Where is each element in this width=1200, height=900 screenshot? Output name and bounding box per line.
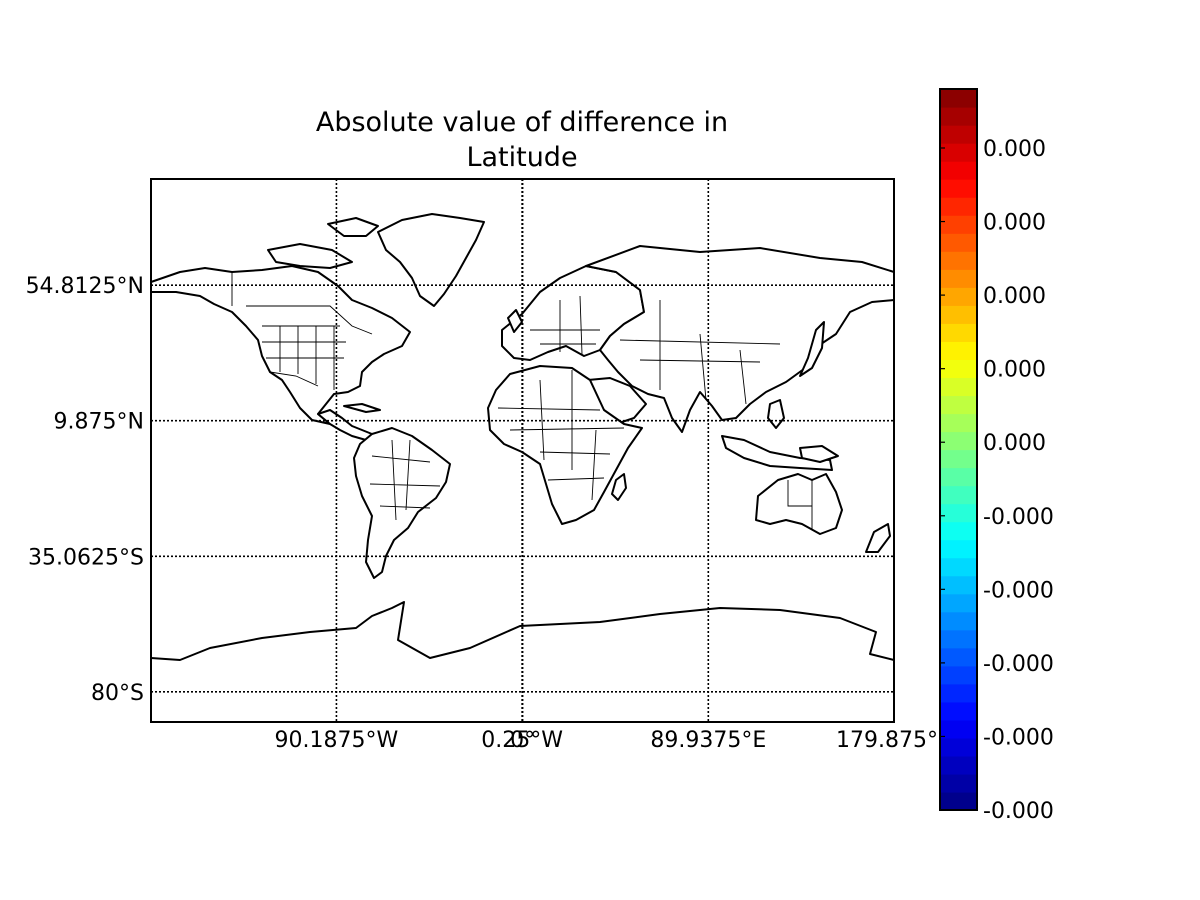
colorbar-tick-label-3: 0.000	[983, 358, 1046, 383]
colorbar-band-16	[940, 503, 977, 523]
colorbar: 0.000 0.000 0.000 0.000 0.000 -0.000 -0.000 -0.…	[939, 88, 1054, 824]
colorbar-tick-label-4: 0.000	[983, 431, 1046, 456]
colorbar-band-22	[940, 395, 977, 415]
longitude-label-0: 90.1875°W	[275, 728, 399, 753]
colorbar-band-35	[940, 161, 977, 180]
colorbar-band-19	[940, 449, 977, 469]
colorbar-band-28	[940, 287, 977, 306]
landmass-cuba	[343, 403, 381, 413]
colorbar-tick-label-5: -0.000	[983, 505, 1054, 530]
colorbar-bands	[940, 89, 977, 811]
colorbar-band-21	[940, 413, 977, 433]
colorbar-band-29	[940, 269, 977, 288]
colorbar-band-11	[940, 593, 977, 613]
map-frame	[150, 178, 895, 723]
colorbar-band-31	[940, 233, 977, 252]
colorbar-band-12	[940, 575, 977, 595]
colorbar-band-8	[940, 647, 977, 667]
colorbar-band-6	[940, 683, 977, 703]
colorbar-band-37	[940, 125, 977, 144]
landmass-north-america	[150, 265, 411, 425]
border-us-states	[262, 325, 346, 390]
colorbar-band-4	[940, 719, 977, 739]
landmass-madagascar	[611, 473, 627, 501]
colorbar-tick-label-8: -0.000	[983, 725, 1054, 750]
landmass-new-zealand	[865, 523, 891, 553]
landmass-british-isles	[507, 309, 523, 333]
colorbar-band-14	[940, 539, 977, 559]
colorbar-band-39	[940, 89, 977, 108]
colorbar-band-32	[940, 215, 977, 234]
colorbar-band-2	[940, 755, 977, 775]
landmass-greenland	[377, 213, 485, 307]
landmass-australia	[755, 473, 843, 535]
colorbar-band-3	[940, 737, 977, 757]
landmass-africa	[487, 365, 643, 525]
graticule	[151, 179, 894, 722]
landmass-arctic-islands	[267, 243, 353, 269]
colorbar-tick-label-2: 0.000	[983, 284, 1046, 309]
colorbar-band-17	[940, 485, 977, 505]
colorbar-band-13	[940, 557, 977, 577]
landmass-japan	[799, 321, 825, 377]
country-borders	[231, 272, 813, 530]
colorbar-band-10	[940, 611, 977, 631]
colorbar-band-38	[940, 107, 977, 126]
landmass-asia	[585, 245, 895, 433]
colorbar-band-23	[940, 377, 977, 397]
colorbar-band-1	[940, 773, 977, 793]
map-title-line-1: Absolute value of difference in	[316, 107, 728, 138]
landmass-new-guinea	[799, 445, 839, 463]
colorbar-band-26	[940, 323, 977, 342]
landmass-arctic-islands-2	[327, 217, 379, 237]
colorbar-ticks: 0.000 0.000 0.000 0.000 0.000 -0.000 -0.000 -0.…	[940, 137, 1054, 824]
latitude-labels: 54.8125°N 9.875°N 35.0625°S 80°S	[26, 274, 144, 706]
colorbar-band-34	[940, 179, 977, 198]
landmass-indonesia	[721, 435, 833, 471]
colorbar-tick-label-7: -0.000	[983, 652, 1054, 677]
longitude-label-3: 89.9375°E	[650, 728, 766, 753]
border-us-canada	[246, 305, 373, 335]
colorbar-band-18	[940, 467, 977, 487]
map-plot-area	[150, 178, 895, 723]
colorbar-band-20	[940, 431, 977, 451]
border-europe	[530, 295, 600, 355]
colorbar-band-27	[940, 305, 977, 324]
border-south-america	[369, 439, 441, 521]
longitude-label-1: 0.25°W	[481, 728, 563, 753]
colorbar-band-5	[940, 701, 977, 721]
colorbar-tick-label-0: 0.000	[983, 137, 1046, 162]
longitude-label-2: 0°	[510, 728, 535, 753]
colorbar-band-15	[940, 521, 977, 541]
border-us-mexico	[269, 371, 319, 387]
colorbar-frame	[939, 88, 978, 811]
latitude-label-0: 54.8125°N	[26, 274, 144, 299]
colorbar-band-24	[940, 359, 977, 378]
map-title-line-2: Latitude	[466, 142, 577, 173]
longitude-labels: 90.1875°W 0.25°W0° 89.9375°E 179.875°E	[275, 728, 952, 753]
latitude-label-3: 80°S	[91, 681, 144, 706]
border-australia	[787, 480, 813, 530]
landmass-south-america	[353, 427, 451, 579]
border-asia	[619, 300, 781, 405]
latitude-label-2: 35.0625°S	[28, 545, 144, 570]
colorbar-tick-label-9: -0.000	[983, 799, 1054, 824]
colorbar-band-33	[940, 197, 977, 216]
colorbar-tick-label-1: 0.000	[983, 211, 1046, 236]
colorbar-band-36	[940, 143, 977, 162]
longitude-label-4: 179.875°E	[836, 728, 952, 753]
colorbar-band-9	[940, 629, 977, 649]
colorbar-band-7	[940, 665, 977, 685]
colorbar-band-30	[940, 251, 977, 270]
latitude-label-1: 9.875°N	[54, 410, 144, 435]
colorbar-band-25	[940, 341, 977, 360]
colorbar-band-0	[940, 791, 977, 811]
colorbar-tick-label-6: -0.000	[983, 578, 1054, 603]
